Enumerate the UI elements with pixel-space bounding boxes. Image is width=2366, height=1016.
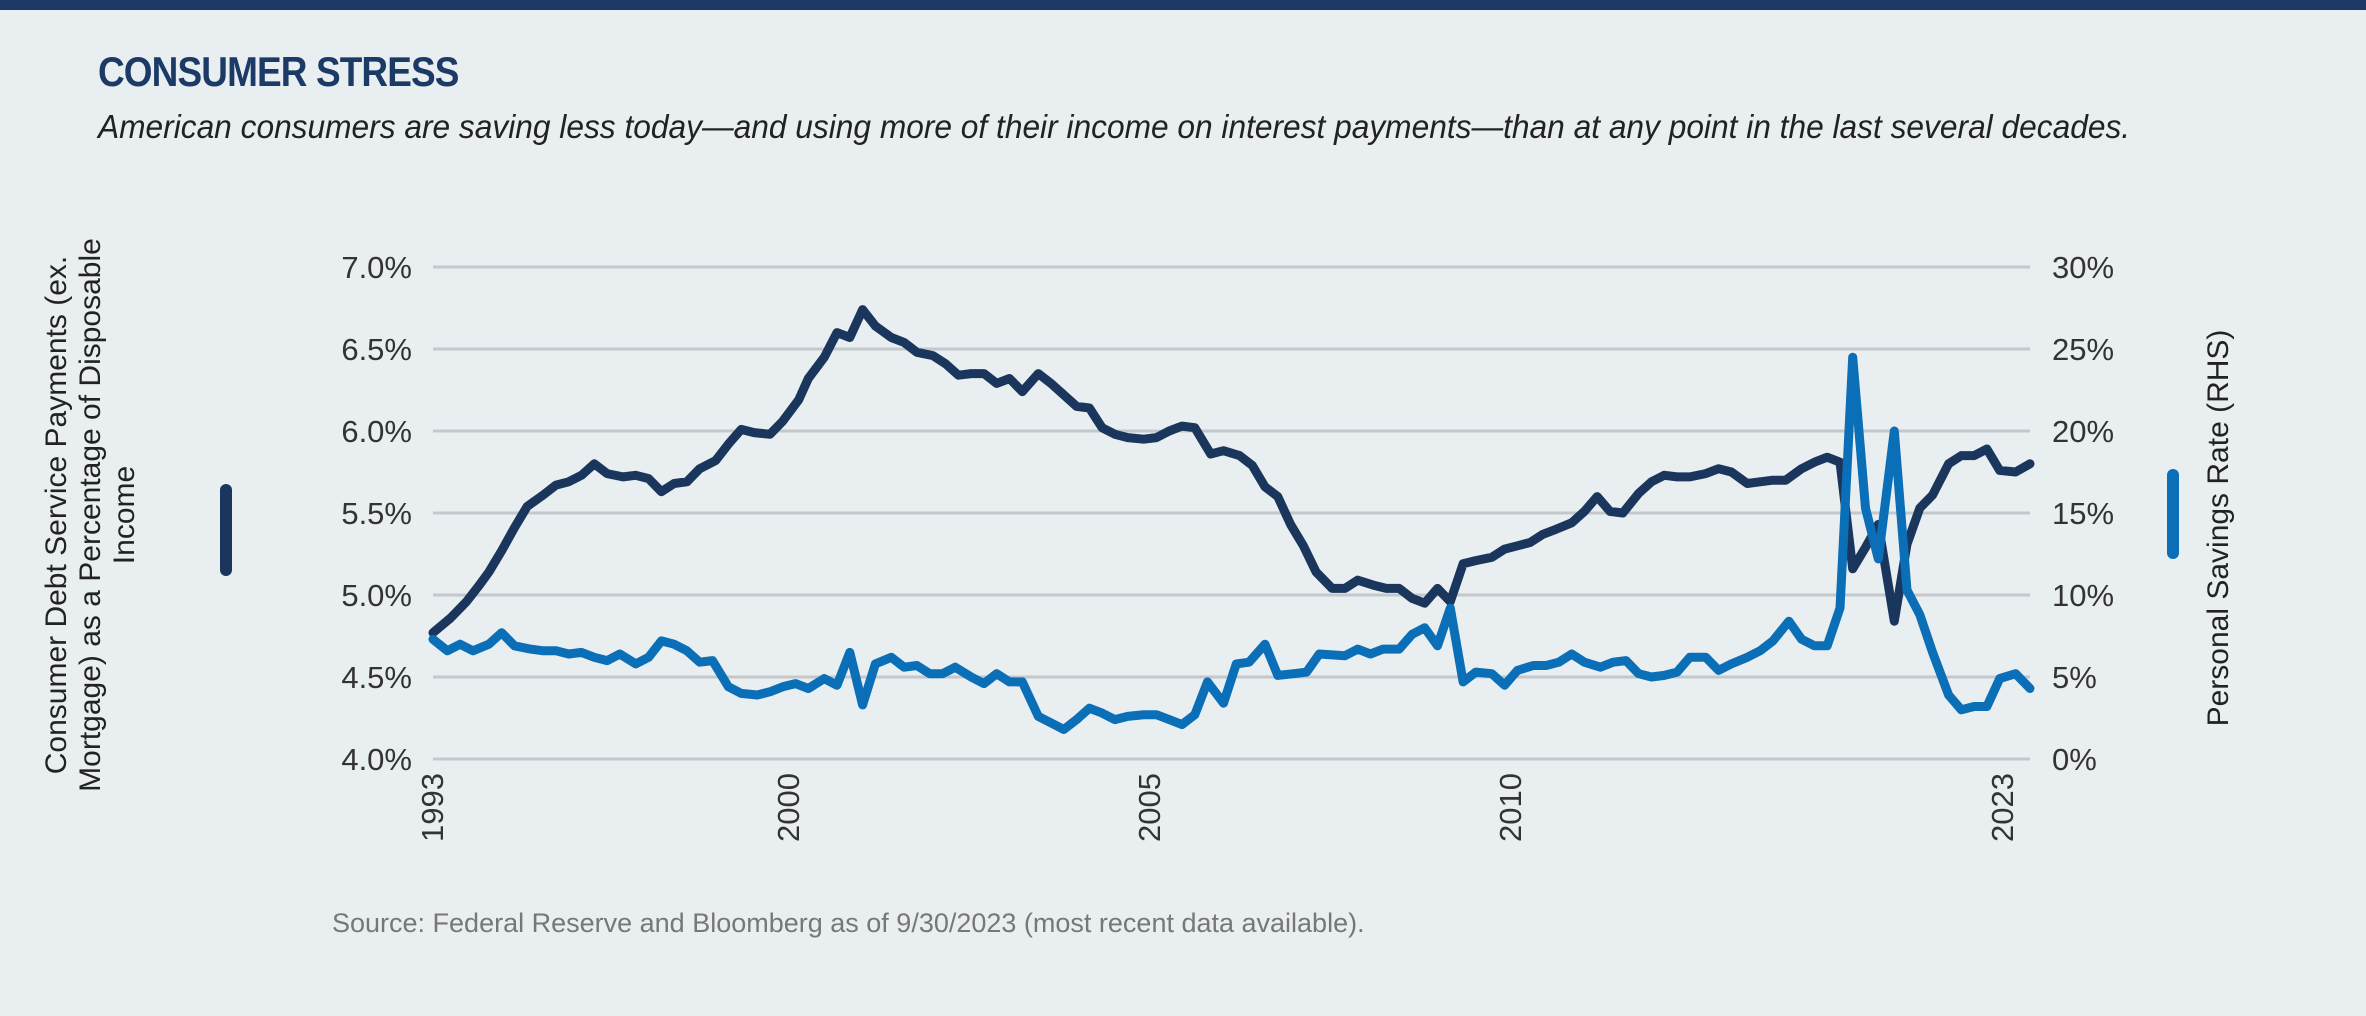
x-axis-ticks: 1993 2000 2005 2010 2023 (415, 773, 2020, 842)
series-lines (428, 305, 2035, 734)
series-line-debt-service (428, 305, 2035, 638)
right-tick-label: 5% (2052, 660, 2097, 695)
x-tick-label: 2005 (1132, 773, 1167, 842)
left-tick-label: 6.0% (341, 414, 412, 449)
left-tick-label: 5.0% (341, 578, 412, 613)
right-tick-label: 30% (2052, 250, 2114, 285)
x-tick-label: 2023 (1985, 773, 2020, 842)
right-tick-label: 0% (2052, 742, 2097, 777)
x-tick-label: 2010 (1493, 773, 1528, 842)
left-axis-title-line: Consumer Debt Service Payments (ex. (40, 256, 73, 775)
series-line-savings-rate (428, 352, 2035, 734)
left-tick-label: 4.0% (341, 742, 412, 777)
left-axis-legend: Consumer Debt Service Payments (ex.Mortg… (40, 238, 232, 792)
left-tick-label: 7.0% (341, 250, 412, 285)
right-tick-label: 15% (2052, 496, 2114, 531)
left-axis-ticks: 4.0% 4.5% 5.0% 5.5% 6.0% 6.5% 7.0% (341, 250, 412, 777)
right-tick-label: 10% (2052, 578, 2114, 613)
left-axis-title-line: Mortgage) as a Percentage of Disposable (74, 238, 107, 792)
gridlines (433, 265, 2030, 761)
chart-title: CONSUMER STRESS (98, 48, 459, 95)
left-axis-title-line: Income (108, 466, 141, 564)
right-axis-title: Personal Savings Rate (RHS) (2202, 330, 2235, 727)
right-axis-legend: Personal Savings Rate (RHS) (2167, 330, 2235, 727)
x-tick-label: 2000 (771, 773, 806, 842)
left-axis-title: Consumer Debt Service Payments (ex.Mortg… (40, 238, 141, 792)
right-tick-label: 25% (2052, 332, 2114, 367)
top-accent-bar (0, 0, 2366, 10)
right-axis-ticks: 0% 5% 10% 15% 20% 25% 30% (2052, 250, 2114, 777)
source-note: Source: Federal Reserve and Bloomberg as… (332, 908, 1365, 938)
left-tick-label: 4.5% (341, 660, 412, 695)
left-tick-label: 5.5% (341, 496, 412, 531)
right-tick-label: 20% (2052, 414, 2114, 449)
chart-subtitle: American consumers are saving less today… (98, 108, 2131, 145)
left-tick-label: 6.5% (341, 332, 412, 367)
x-tick-label: 1993 (415, 773, 450, 842)
